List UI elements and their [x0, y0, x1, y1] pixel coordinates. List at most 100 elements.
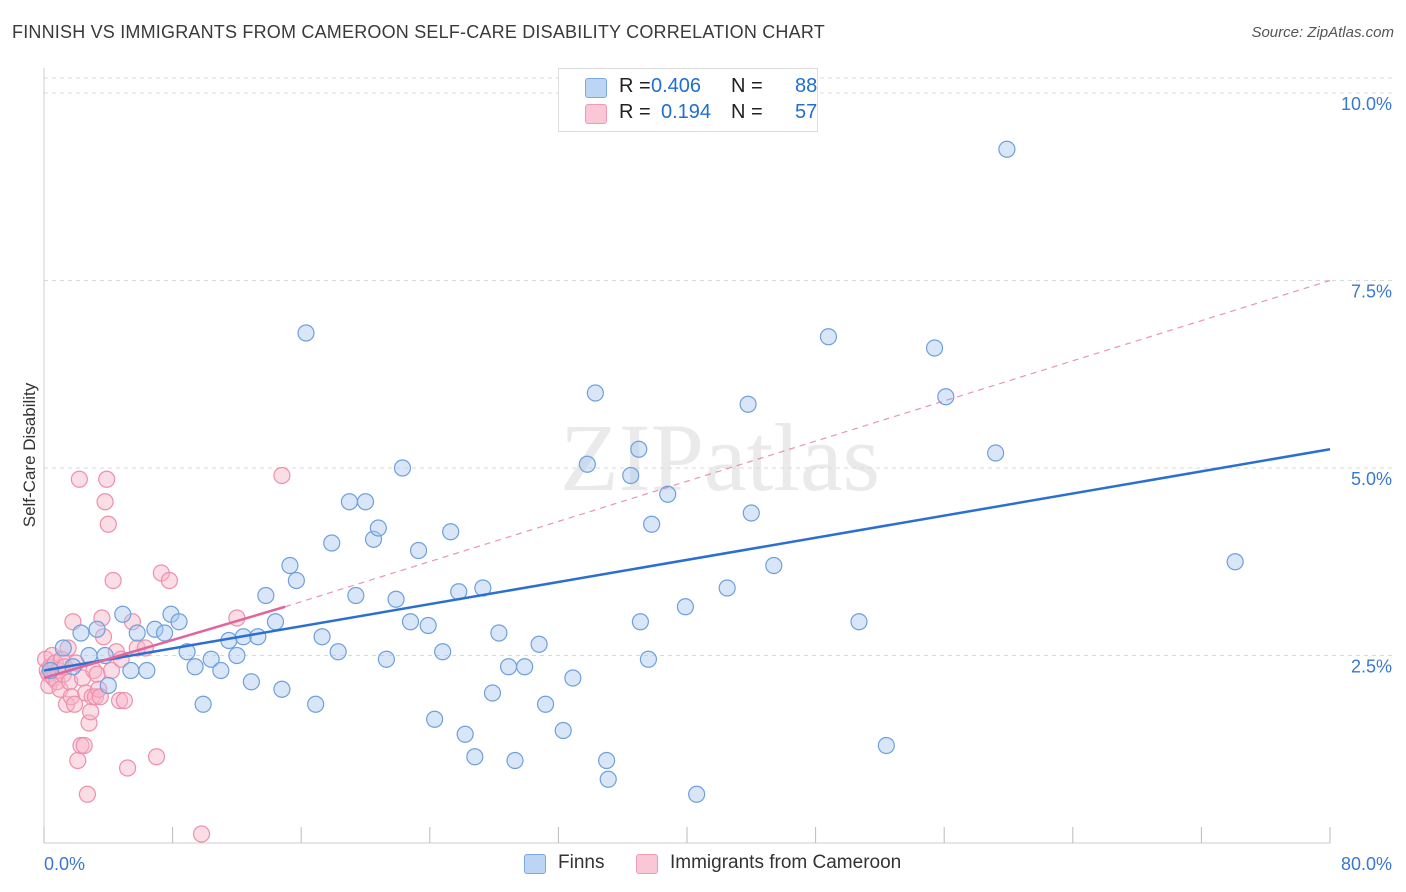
legend-n-label: N = [731, 75, 763, 97]
y-tick-label: 10.0% [1341, 94, 1392, 114]
point-finns [323, 534, 341, 552]
point-cameroon [118, 759, 137, 777]
point-finns [122, 661, 140, 680]
point-finns [925, 339, 944, 357]
trendline-cameroon [43, 279, 1331, 680]
point-finns [249, 628, 267, 646]
legend-r-value: 0.194 [661, 101, 712, 123]
point-finns [369, 519, 387, 537]
axes [43, 68, 1331, 844]
points-cameroon [37, 466, 291, 843]
point-cameroon [192, 825, 211, 843]
point-finns [340, 493, 359, 511]
point-finns [676, 598, 694, 616]
legend-r-label: R = [619, 101, 651, 123]
point-finns [99, 676, 117, 695]
y-tick-labels: 2.5% 5.0% 7.5% 10.0% [1341, 94, 1392, 677]
legend-n-value: 88 [795, 75, 818, 97]
point-finns [622, 466, 640, 485]
legend-swatch-cameroon [585, 104, 607, 124]
point-finns [72, 624, 90, 642]
point-cameroon [82, 703, 100, 721]
point-finns [146, 620, 164, 638]
point-finns [490, 624, 508, 642]
legend-swatch-finns [585, 78, 607, 98]
point-cameroon [98, 470, 116, 488]
point-finns [516, 658, 534, 676]
bottom-legend-label-finns: Finns [558, 852, 605, 873]
point-finns [739, 395, 757, 413]
point-finns [186, 658, 204, 676]
point-finns [228, 646, 246, 665]
point-finns [598, 751, 616, 770]
point-finns [155, 624, 174, 642]
point-finns [54, 639, 72, 657]
point-finns [307, 695, 325, 713]
trendline-finns-line [43, 448, 1331, 672]
point-finns [718, 579, 736, 597]
point-finns [273, 680, 291, 698]
point-finns [1226, 553, 1244, 571]
point-finns [643, 515, 661, 533]
point-finns [742, 504, 760, 522]
point-finns [659, 485, 677, 503]
point-finns [401, 613, 420, 631]
point-cameroon [69, 751, 87, 770]
point-finns [466, 748, 484, 766]
point-finns [266, 613, 285, 631]
point-finns [688, 785, 706, 803]
point-finns [138, 661, 156, 680]
point-finns [329, 643, 347, 661]
point-finns [257, 586, 275, 605]
x-tick-label: 80.0% [1341, 854, 1392, 874]
x-tick-labels: 0.0% 80.0% [44, 854, 1392, 874]
point-cameroon [147, 748, 166, 766]
point-cameroon [59, 639, 77, 657]
x-tick-label: 0.0% [44, 854, 85, 874]
point-finns [281, 556, 299, 575]
point-finns [630, 440, 648, 458]
point-finns [442, 523, 460, 541]
legend-r-label: R = [619, 75, 651, 97]
point-finns [364, 530, 383, 548]
y-tick-label: 2.5% [1351, 657, 1392, 677]
point-cameroon [75, 736, 93, 755]
chart-title: FINNISH VS IMMIGRANTS FROM CAMEROON SELF… [12, 22, 825, 42]
point-finns [393, 459, 412, 477]
point-finns [987, 444, 1005, 462]
point-finns [631, 613, 649, 631]
legend-n-value: 57 [795, 101, 818, 123]
point-finns [499, 658, 518, 676]
point-finns [937, 388, 955, 406]
point-finns [170, 613, 188, 631]
point-finns [765, 556, 783, 575]
y-axis-label: Self-Care Disability [20, 382, 39, 528]
point-cameroon [96, 493, 114, 511]
legend-r-value: 0.406 [651, 75, 702, 97]
bottom-legend-swatch-finns [524, 854, 546, 874]
point-cameroon [115, 691, 133, 710]
point-finns [212, 661, 230, 680]
point-finns [578, 455, 596, 473]
point-cameroon [78, 785, 97, 803]
point-finns [88, 620, 106, 638]
points-finns [41, 140, 1244, 803]
point-finns [409, 541, 428, 560]
point-cameroon [65, 695, 84, 713]
y-tick-label: 5.0% [1351, 469, 1392, 489]
point-cameroon [99, 515, 117, 533]
point-finns [483, 684, 502, 702]
gridlines [44, 77, 1392, 656]
bottom-legend-swatch-cameroon [636, 854, 658, 874]
point-cameroon [110, 691, 129, 710]
bottom-legend-label-cameroon: Immigrants from Cameroon [670, 852, 902, 873]
point-finns [599, 770, 617, 788]
point-finns [819, 328, 838, 346]
point-finns [434, 643, 452, 661]
point-finns [586, 384, 604, 402]
point-finns [128, 624, 146, 642]
point-cameroon [70, 470, 88, 488]
point-finns [202, 650, 220, 668]
point-cameroon [104, 571, 122, 590]
